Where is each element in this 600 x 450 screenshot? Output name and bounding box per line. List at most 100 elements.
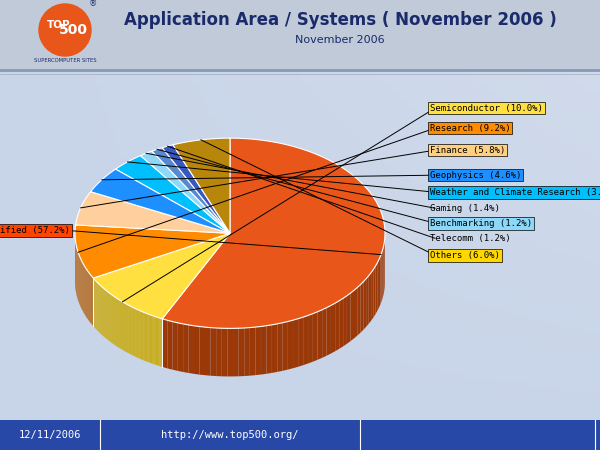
Polygon shape [361,282,364,333]
Polygon shape [178,323,183,372]
Polygon shape [211,328,216,376]
Text: 500: 500 [59,23,88,37]
Bar [0,420,600,450]
Polygon shape [121,301,122,350]
Polygon shape [75,225,230,278]
Polygon shape [354,288,357,338]
Polygon shape [364,279,366,330]
Polygon shape [130,306,131,355]
Polygon shape [91,169,230,233]
Polygon shape [335,301,339,351]
Polygon shape [162,319,167,369]
Polygon shape [379,256,380,308]
Polygon shape [137,310,138,358]
Polygon shape [140,151,230,233]
Polygon shape [317,310,322,360]
Polygon shape [261,326,266,374]
Polygon shape [377,260,379,311]
Polygon shape [131,307,133,355]
Polygon shape [326,306,331,356]
Polygon shape [159,318,160,366]
Circle shape [39,4,91,56]
Polygon shape [239,328,244,376]
Polygon shape [108,292,109,341]
Polygon shape [205,327,211,376]
Polygon shape [136,309,137,357]
Polygon shape [256,326,261,375]
Polygon shape [331,303,335,354]
Polygon shape [283,321,288,371]
Polygon shape [126,304,127,352]
Text: ®: ® [89,0,97,8]
Text: Research (9.2%): Research (9.2%) [430,124,511,133]
Polygon shape [116,298,117,346]
Polygon shape [110,293,111,342]
Text: Not Specified (57.2%): Not Specified (57.2%) [0,226,70,235]
Polygon shape [380,253,382,304]
Polygon shape [376,263,377,314]
Polygon shape [298,317,303,367]
Polygon shape [117,298,118,347]
Polygon shape [135,308,136,357]
Polygon shape [313,312,317,362]
Polygon shape [157,317,158,365]
Polygon shape [167,320,173,369]
Polygon shape [145,313,146,361]
Polygon shape [194,326,199,374]
Polygon shape [127,305,128,353]
Polygon shape [339,298,343,349]
Polygon shape [125,303,126,352]
Polygon shape [293,319,298,368]
Polygon shape [266,325,272,374]
Polygon shape [161,319,162,367]
Polygon shape [152,316,154,364]
Polygon shape [138,310,139,358]
Polygon shape [162,138,385,328]
Polygon shape [151,315,152,364]
Polygon shape [357,285,361,336]
Polygon shape [119,300,120,348]
Text: Benchmarking (1.2%): Benchmarking (1.2%) [430,219,532,228]
Polygon shape [160,318,161,367]
Polygon shape [123,302,124,351]
Polygon shape [147,314,148,362]
Polygon shape [382,249,383,301]
Polygon shape [133,307,134,356]
Polygon shape [350,290,354,341]
Polygon shape [183,324,188,373]
Text: Weather and Climate Research (3.4%): Weather and Climate Research (3.4%) [430,188,600,197]
Polygon shape [343,296,347,346]
Polygon shape [173,138,230,233]
Polygon shape [173,322,178,371]
Text: http://www.top500.org/: http://www.top500.org/ [161,430,299,440]
Text: Application Area / Systems ( November 2006 ): Application Area / Systems ( November 20… [124,11,556,29]
Polygon shape [114,297,115,345]
Polygon shape [272,324,277,373]
Polygon shape [371,270,373,320]
Polygon shape [142,311,143,360]
Polygon shape [112,295,113,343]
Text: Geophysics (4.6%): Geophysics (4.6%) [430,171,521,180]
Polygon shape [134,308,135,356]
Polygon shape [148,314,149,363]
Polygon shape [199,327,205,375]
Polygon shape [373,266,376,317]
Polygon shape [303,315,308,365]
Polygon shape [113,296,114,344]
Polygon shape [250,327,256,376]
Polygon shape [288,320,293,369]
Text: Others (6.0%): Others (6.0%) [430,251,500,260]
Polygon shape [120,300,121,349]
Polygon shape [111,294,112,342]
Polygon shape [149,315,150,363]
Text: Telecomm (1.2%): Telecomm (1.2%) [430,234,511,243]
Polygon shape [76,192,230,233]
Polygon shape [122,302,123,350]
Text: TOP: TOP [47,20,71,30]
Polygon shape [128,305,130,354]
Polygon shape [322,308,326,358]
Polygon shape [188,325,194,374]
Text: SUPERCOMPUTER SITES: SUPERCOMPUTER SITES [34,58,97,63]
Polygon shape [162,145,230,233]
Polygon shape [227,328,233,377]
